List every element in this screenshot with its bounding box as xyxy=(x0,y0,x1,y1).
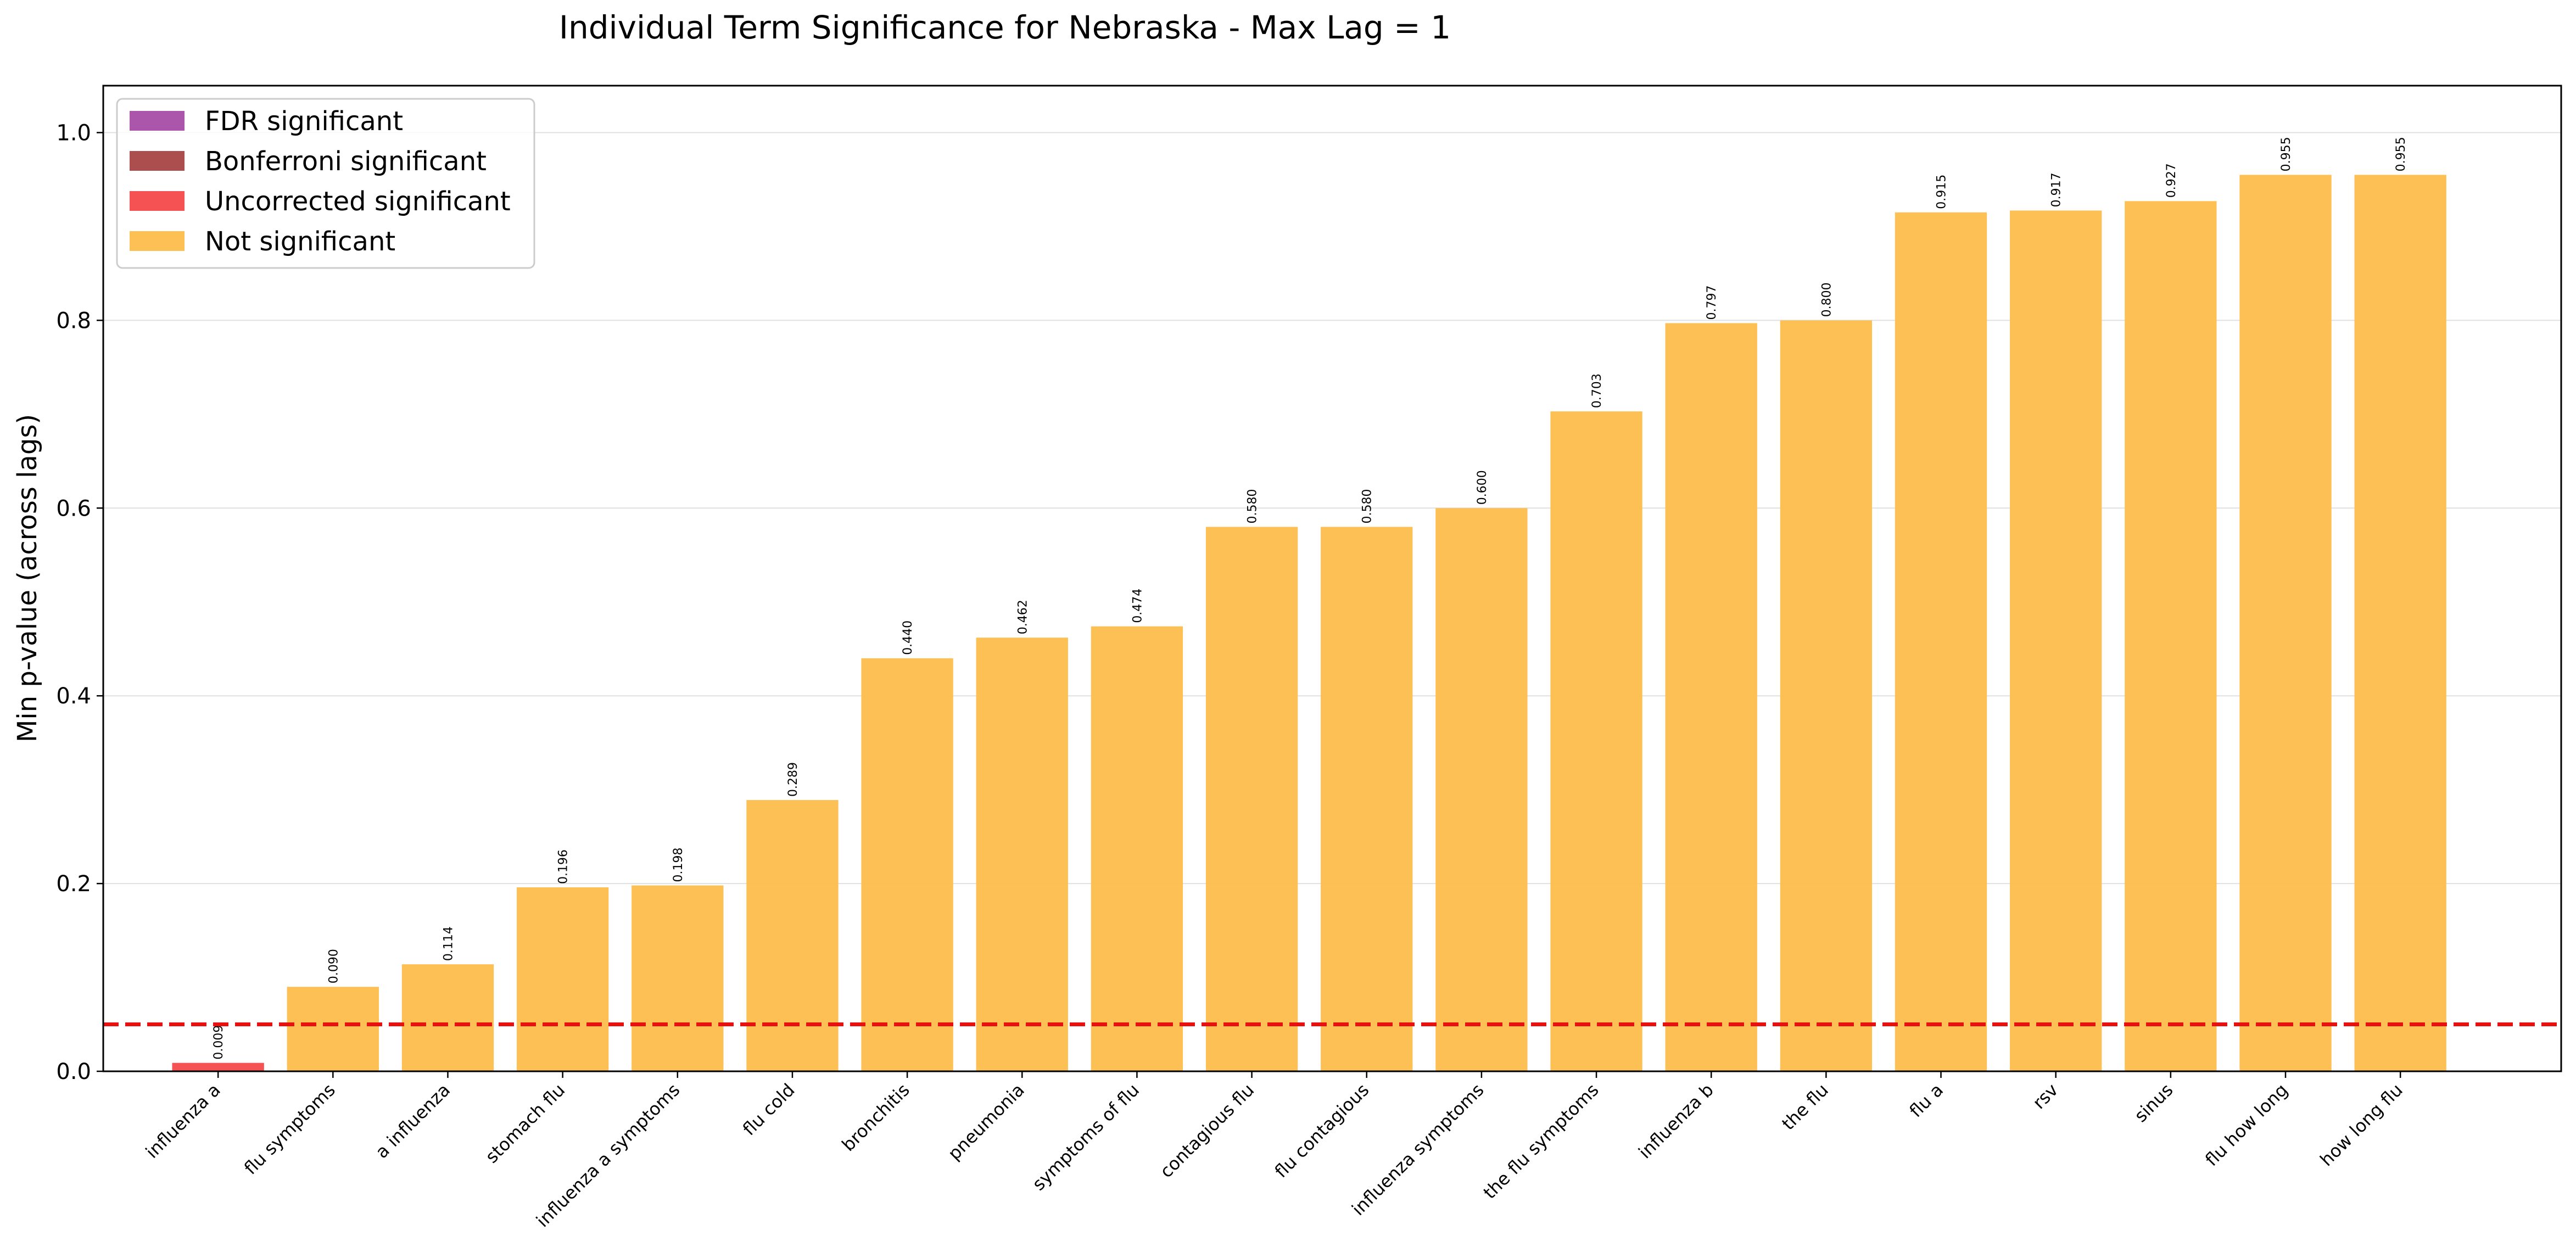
bar-value-label: 0.955 xyxy=(2394,137,2408,171)
y-tick-label: 0.4 xyxy=(56,684,91,709)
legend-swatch xyxy=(130,231,185,251)
bar-value-label: 0.196 xyxy=(557,849,571,884)
plot-area-frame xyxy=(102,85,2562,1072)
bar xyxy=(287,987,379,1071)
bar-value-label: 0.009 xyxy=(212,1025,226,1060)
bar xyxy=(172,1063,264,1071)
bar-value-label: 0.797 xyxy=(1705,286,1719,320)
bar-value-label: 0.600 xyxy=(1476,470,1489,505)
bars-layer: 0.009 0.090 0.114 0.196 0.198 0.289 0.440 0.462… xyxy=(172,137,2446,1072)
bar-value-label: 0.915 xyxy=(1935,175,1949,209)
bar xyxy=(516,887,609,1071)
bar-value-label: 0.927 xyxy=(2165,163,2178,198)
bar xyxy=(746,799,839,1071)
bar-value-label: 0.580 xyxy=(1361,489,1374,523)
bar xyxy=(1550,411,1642,1071)
bar-value-label: 0.090 xyxy=(327,949,340,983)
bar-value-label: 0.580 xyxy=(1246,489,1260,523)
y-tick-label: 1.0 xyxy=(56,120,91,146)
legend-swatch xyxy=(130,151,185,171)
bar xyxy=(1435,508,1528,1072)
legend-label: FDR significant xyxy=(205,106,403,137)
bar xyxy=(1895,212,1987,1072)
legend: FDR significant Bonferroni significant Unc… xyxy=(116,98,535,269)
legend-swatch xyxy=(130,191,185,211)
bar xyxy=(1321,527,1413,1071)
bar xyxy=(861,658,953,1071)
bar-value-label: 0.440 xyxy=(901,620,915,655)
chart-title: Individual Term Significance for Nebrask… xyxy=(559,9,1451,46)
bar-value-label: 0.703 xyxy=(1590,373,1604,408)
bar xyxy=(976,638,1068,1071)
bar-value-label: 0.114 xyxy=(442,926,455,961)
bar-value-label: 0.198 xyxy=(672,848,685,882)
bar xyxy=(2125,201,2217,1071)
bar xyxy=(1091,626,1183,1071)
bar xyxy=(2239,175,2332,1071)
legend-label: Uncorrected significant xyxy=(205,186,511,217)
bar xyxy=(1205,527,1298,1071)
bar xyxy=(632,885,724,1071)
legend-swatch xyxy=(130,111,185,131)
y-tick-label: 0.0 xyxy=(56,1059,91,1084)
legend-label: Bonferroni significant xyxy=(205,146,487,177)
bar-value-label: 0.289 xyxy=(786,762,800,797)
bar-value-label: 0.462 xyxy=(1016,600,1030,634)
bar xyxy=(1665,323,1757,1071)
bar-value-label: 0.474 xyxy=(1131,589,1144,623)
bar xyxy=(2010,210,2102,1071)
y-axis-title: Min p-value (across lags) xyxy=(12,414,43,742)
legend-frame xyxy=(116,98,535,269)
bar xyxy=(401,964,494,1071)
bar-value-label: 0.917 xyxy=(2050,172,2064,207)
y-axis: 0.0 0.2 0.4 0.6 0.8 1.0 xyxy=(56,120,103,1084)
bar-value-label: 0.800 xyxy=(1820,282,1834,317)
y-tick-label: 0.8 xyxy=(56,308,91,333)
y-tick-label: 0.6 xyxy=(56,496,91,521)
y-tick-label: 0.2 xyxy=(56,871,91,897)
bar xyxy=(1780,320,1873,1071)
bar-value-label: 0.955 xyxy=(2279,137,2293,171)
bar xyxy=(2354,175,2446,1071)
legend-label: Not significant xyxy=(205,226,395,257)
